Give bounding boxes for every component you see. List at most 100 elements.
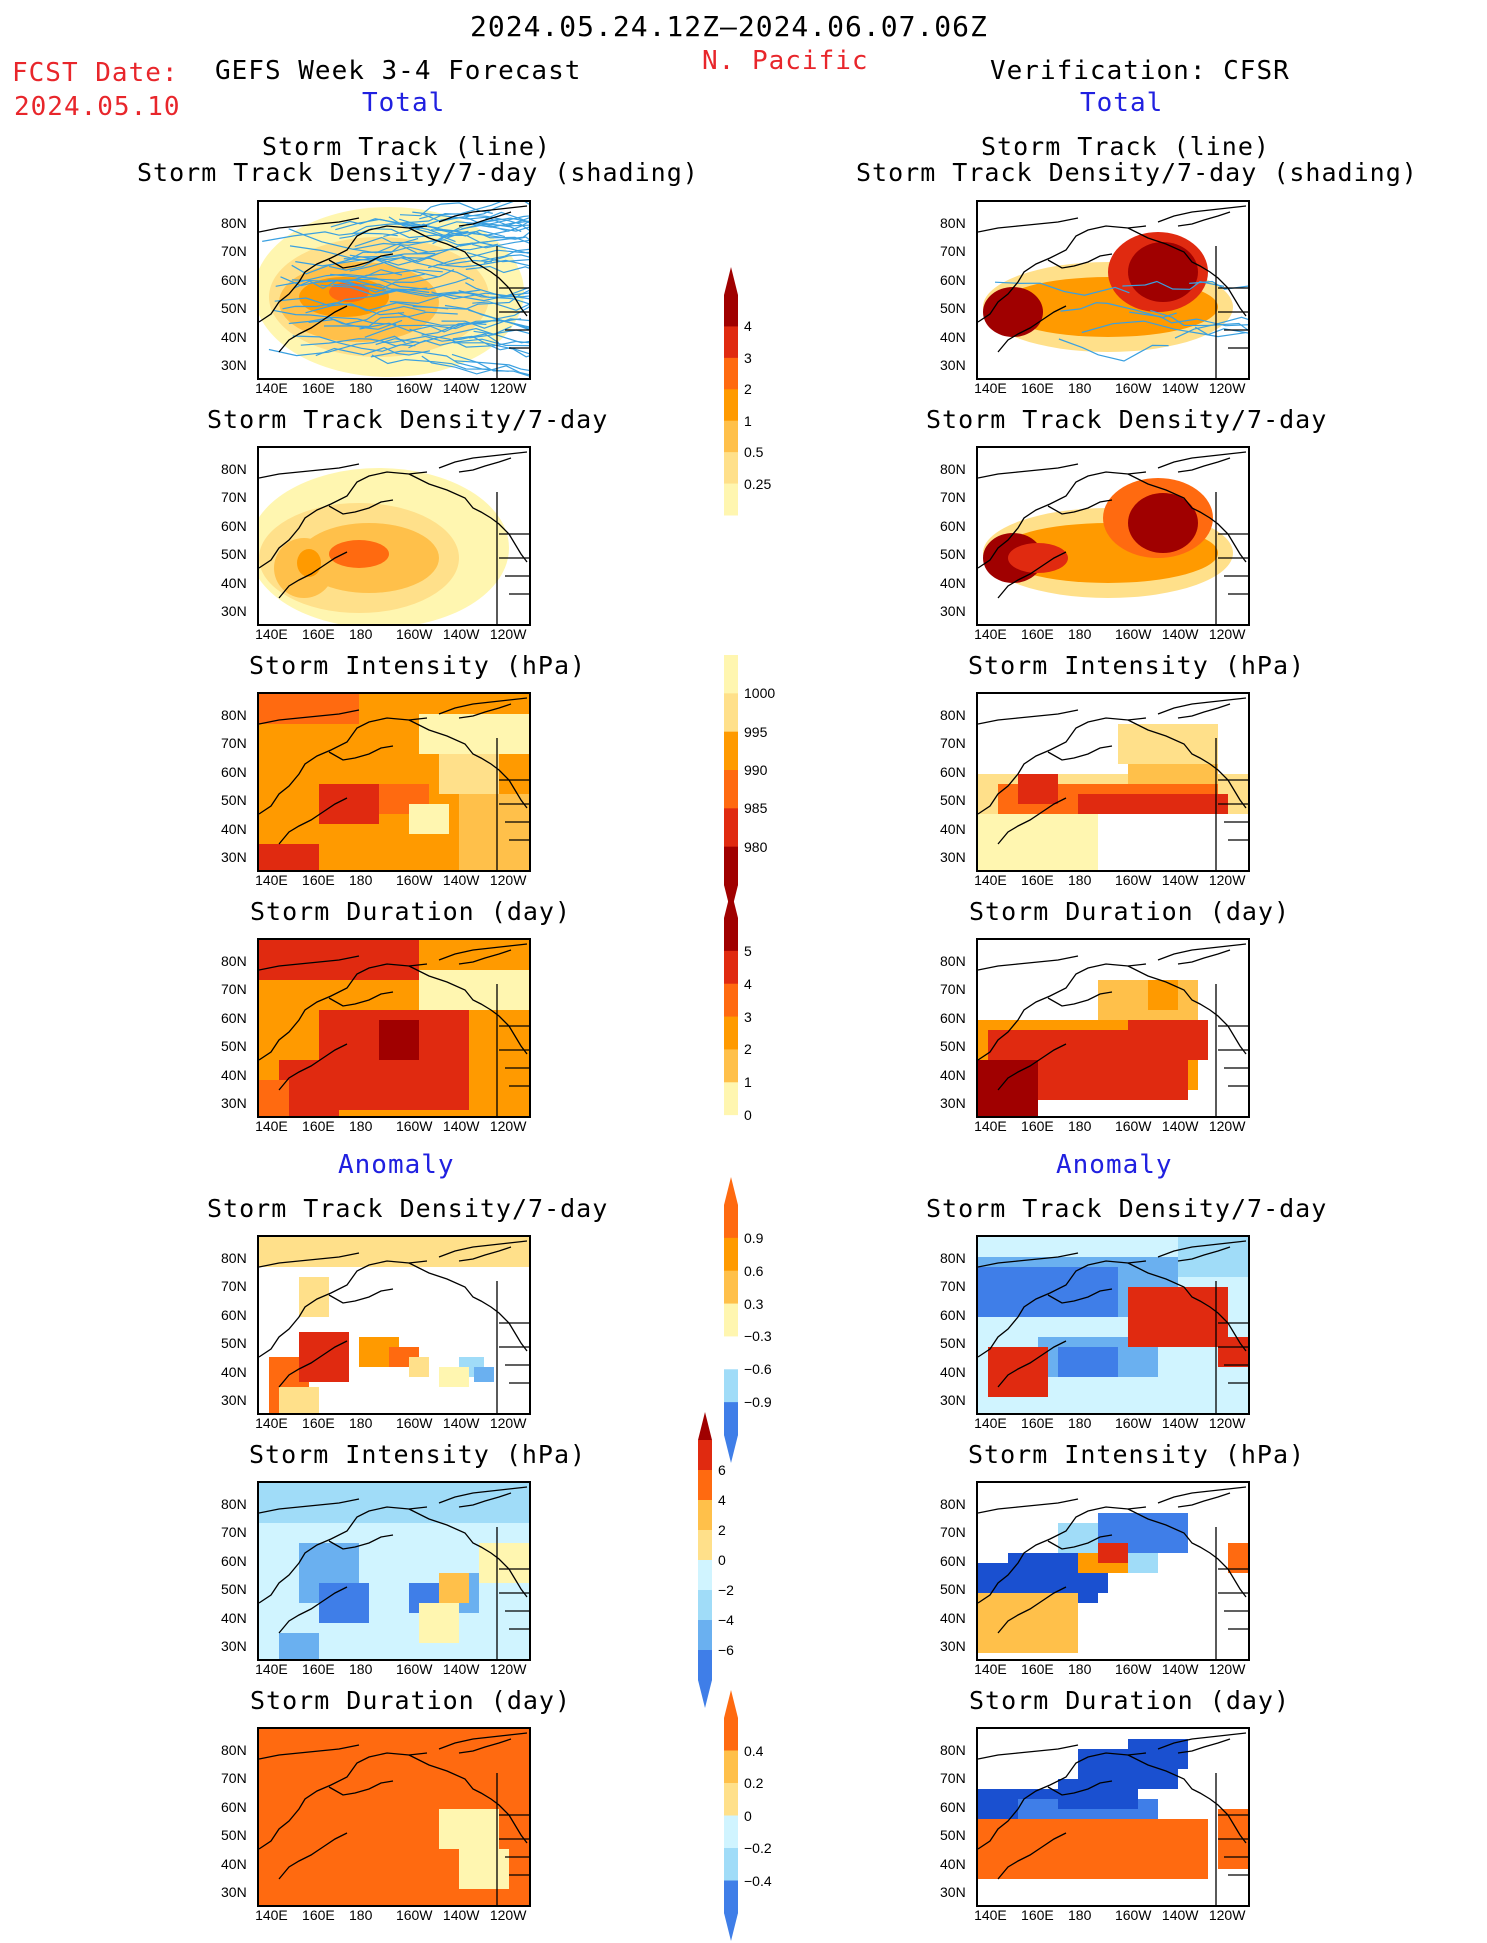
shading-blob <box>983 287 1043 337</box>
lon-tick-label: 140E <box>974 626 1007 642</box>
lon-tick-label: 120W <box>1208 380 1246 396</box>
shading-cell <box>359 1769 439 1905</box>
lat-tick-label: 80N <box>940 952 966 969</box>
coastline <box>458 211 512 227</box>
coastline <box>1047 1534 1113 1550</box>
colorbar-swatch <box>724 1049 738 1083</box>
right-map-panel-7 <box>976 1727 1250 1907</box>
coastline <box>997 1043 1067 1091</box>
coastline <box>328 745 394 761</box>
right-map-panel-1 <box>976 200 1250 380</box>
colorbar-swatch <box>724 770 738 809</box>
coastline <box>978 963 1147 1061</box>
shading-cell <box>1078 794 1228 814</box>
lat-tick-label: 70N <box>940 1524 966 1541</box>
storm-track-line <box>333 283 481 297</box>
lon-tick-label: 160E <box>1021 872 1054 888</box>
lat-tick-label: 30N <box>940 849 966 866</box>
storm-track-line <box>330 273 470 291</box>
colorbar-swatch <box>724 1369 738 1403</box>
colorbar-label: 0.6 <box>744 1262 764 1279</box>
lon-tick-label: 140E <box>255 626 288 642</box>
lat-tick-label: 70N <box>221 735 247 752</box>
lat-tick-label: 70N <box>221 243 247 260</box>
coastline <box>1177 949 1231 965</box>
lat-tick-label: 80N <box>940 1249 966 1266</box>
coastline <box>438 1240 528 1258</box>
colorbar-swatch <box>724 1750 738 1784</box>
lon-tick-label: 180 <box>349 872 373 888</box>
shading-cell <box>279 1387 319 1413</box>
lon-tick-label: 120W <box>489 380 527 396</box>
storm-track-line <box>453 342 529 358</box>
shading-cell <box>259 1729 359 1905</box>
lon-tick-label: 140W <box>442 380 480 396</box>
fcst-date-value: 2024.05.10 <box>14 92 181 122</box>
lat-tick-label: 80N <box>221 1249 247 1266</box>
coastline <box>978 463 1079 479</box>
lon-tick-label: 160E <box>302 1118 335 1134</box>
colorbar-label: 985 <box>744 800 768 817</box>
lon-tick-label: 160E <box>302 872 335 888</box>
storm-track-line <box>421 318 529 336</box>
storm-track-line <box>291 252 436 275</box>
lon-tick-label: 160W <box>395 380 433 396</box>
coastline <box>259 955 360 971</box>
lon-tick-label: 160W <box>1114 1415 1152 1431</box>
storm-track-line <box>487 225 529 232</box>
lon-tick-label: 140W <box>442 1118 480 1134</box>
colorbar-swatch <box>698 1650 712 1681</box>
lon-tick-label: 120W <box>489 1118 527 1134</box>
storm-track-line <box>994 281 1130 296</box>
left-intensity-title: Storm Intensity (hPa) <box>249 651 587 680</box>
colorbar-label: 3 <box>744 1008 752 1025</box>
colorbar-swatch <box>698 1560 712 1591</box>
storm-track-line <box>478 220 529 232</box>
colorbar-swatch <box>724 420 738 453</box>
coastline <box>1177 1492 1231 1508</box>
colorbar-density-total <box>724 267 738 516</box>
lat-tick-label: 30N <box>940 1392 966 1409</box>
colorbar-arrow <box>724 890 738 918</box>
coastline <box>1127 965 1247 1055</box>
storm-track-line <box>468 333 529 344</box>
region-label: N. Pacific <box>702 46 869 76</box>
shading-cell <box>1148 980 1178 1010</box>
storm-track-line <box>352 218 499 250</box>
storm-track-line <box>330 218 436 230</box>
colorbar-swatch <box>724 693 738 733</box>
coastline <box>1177 1738 1231 1754</box>
colorbar-label: 3 <box>744 349 752 366</box>
storm-track-line <box>320 284 474 296</box>
lon-tick-label: 140W <box>1161 1415 1199 1431</box>
shading-cell <box>259 694 359 724</box>
left-map-panel-3 <box>257 692 531 872</box>
lat-tick-label: 30N <box>221 1392 247 1409</box>
coastline <box>328 499 394 515</box>
coastline <box>997 1340 1067 1388</box>
lat-tick-label: 40N <box>221 820 247 837</box>
lat-tick-label: 50N <box>221 1038 247 1055</box>
lat-tick-label: 50N <box>221 546 247 563</box>
shading-cell <box>978 1060 1038 1116</box>
right-intensity-title: Storm Intensity (hPa) <box>968 651 1306 680</box>
lat-tick-label: 50N <box>221 792 247 809</box>
coastline <box>1127 227 1247 317</box>
storm-track-line <box>472 301 529 311</box>
coastline <box>1177 457 1231 473</box>
coastline <box>997 1832 1067 1880</box>
colorbar-swatch <box>724 1402 738 1436</box>
lon-tick-label: 140W <box>442 872 480 888</box>
shading-cell <box>1018 774 1058 804</box>
storm-track-line <box>288 317 403 330</box>
lon-tick-label: 160W <box>395 626 433 642</box>
lat-tick-label: 40N <box>221 1855 247 1872</box>
colorbar-label: 0 <box>744 1807 752 1824</box>
lon-tick-label: 140E <box>974 872 1007 888</box>
lon-tick-label: 140W <box>1161 380 1199 396</box>
coastline <box>458 949 512 965</box>
coastline <box>1047 1288 1113 1304</box>
shading-cell <box>1128 1287 1228 1347</box>
lat-tick-label: 30N <box>221 849 247 866</box>
coastline <box>278 551 348 599</box>
